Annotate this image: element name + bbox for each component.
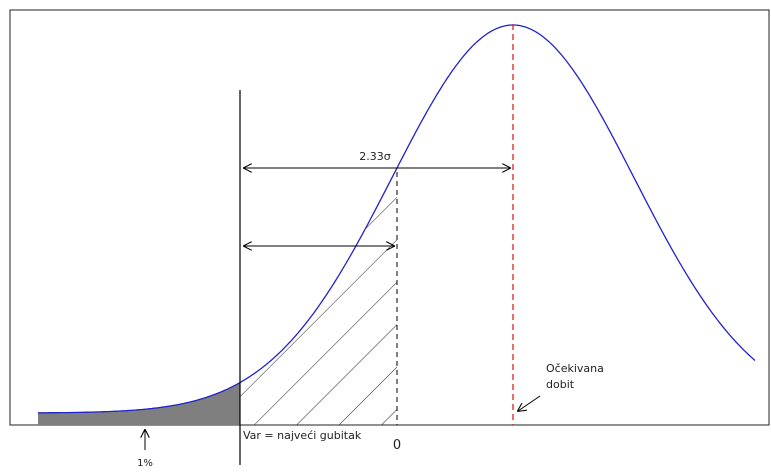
sigma-label: 2.33σ bbox=[359, 150, 390, 163]
expected-label: Očekivana bbox=[546, 362, 604, 375]
tail-area bbox=[38, 382, 240, 425]
expected-label: dobit bbox=[546, 378, 575, 391]
expected-arrow bbox=[518, 395, 541, 411]
zero-label: 0 bbox=[393, 438, 401, 453]
hatched-area bbox=[240, 167, 397, 425]
percent-label: 1% bbox=[137, 458, 153, 469]
var-label: Var = najveći gubitak bbox=[243, 429, 362, 442]
